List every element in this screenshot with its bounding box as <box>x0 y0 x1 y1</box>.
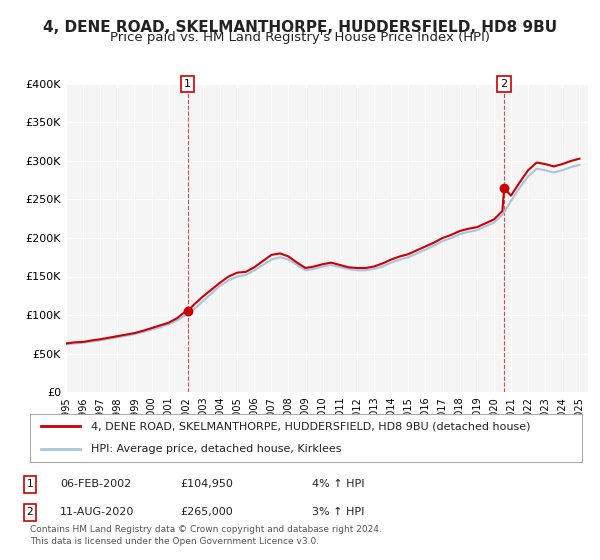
Text: 06-FEB-2002: 06-FEB-2002 <box>60 479 131 489</box>
Text: 1: 1 <box>184 79 191 89</box>
Text: 4, DENE ROAD, SKELMANTHORPE, HUDDERSFIELD, HD8 9BU: 4, DENE ROAD, SKELMANTHORPE, HUDDERSFIEL… <box>43 20 557 35</box>
Text: £265,000: £265,000 <box>180 507 233 517</box>
Text: 4, DENE ROAD, SKELMANTHORPE, HUDDERSFIELD, HD8 9BU (detached house): 4, DENE ROAD, SKELMANTHORPE, HUDDERSFIEL… <box>91 421 530 431</box>
Text: 4% ↑ HPI: 4% ↑ HPI <box>312 479 365 489</box>
Text: 2: 2 <box>500 79 508 89</box>
Text: Price paid vs. HM Land Registry's House Price Index (HPI): Price paid vs. HM Land Registry's House … <box>110 31 490 44</box>
Text: HPI: Average price, detached house, Kirklees: HPI: Average price, detached house, Kirk… <box>91 444 341 454</box>
Text: 11-AUG-2020: 11-AUG-2020 <box>60 507 134 517</box>
Text: 2: 2 <box>26 507 34 517</box>
Text: 3% ↑ HPI: 3% ↑ HPI <box>312 507 364 517</box>
Text: £104,950: £104,950 <box>180 479 233 489</box>
Text: Contains HM Land Registry data © Crown copyright and database right 2024.
This d: Contains HM Land Registry data © Crown c… <box>30 525 382 546</box>
Text: 1: 1 <box>26 479 34 489</box>
